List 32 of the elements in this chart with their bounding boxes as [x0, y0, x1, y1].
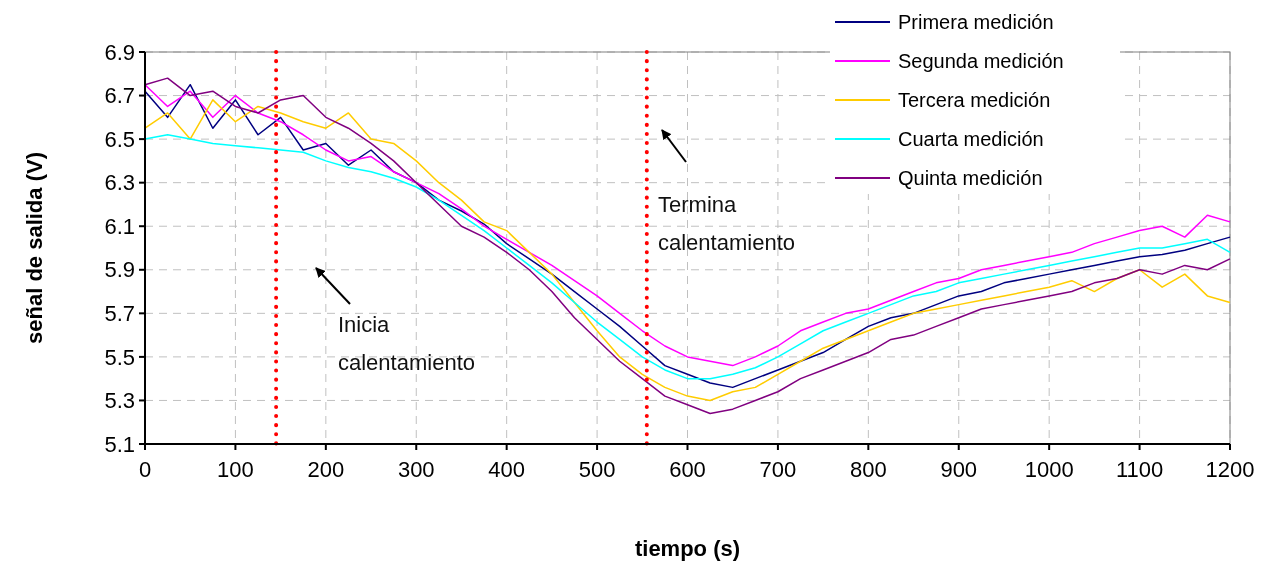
legend-label: Segunda medición — [898, 50, 1064, 72]
x-tick-label: 100 — [217, 457, 254, 482]
y-axis-title: señal de salida (V) — [22, 152, 47, 344]
x-tick-label: 700 — [759, 457, 797, 482]
y-tick-label: 6.9 — [104, 39, 135, 65]
x-tick-label: 600 — [669, 457, 706, 482]
x-tick-label: 1100 — [1115, 457, 1164, 482]
y-tick-label: 5.1 — [104, 431, 135, 457]
x-axis-title: tiempo (s) — [634, 536, 741, 561]
y-tick-label: 5.9 — [104, 257, 135, 283]
y-tick-label: 6.3 — [104, 170, 135, 196]
x-tick-label: 1200 — [1205, 457, 1255, 482]
y-tick-label: 5.5 — [104, 344, 135, 370]
annotation: Inicia calentamiento — [338, 312, 475, 375]
x-tick-label: 0 — [138, 457, 152, 482]
x-tick-label: 1000 — [1024, 457, 1074, 482]
y-tick-label: 6.7 — [104, 83, 135, 109]
y-tick-label: 5.7 — [104, 301, 135, 327]
x-tick-label: 200 — [307, 457, 345, 482]
legend-label: Cuarta medición — [898, 128, 1044, 150]
legend-label: Quinta medición — [898, 167, 1043, 189]
y-tick-label: 6.1 — [104, 213, 135, 239]
annotation: Termina calentamiento — [658, 192, 795, 255]
x-tick-label: 800 — [849, 457, 887, 482]
y-tick-label: 5.3 — [104, 388, 135, 414]
x-tick-label: 300 — [397, 457, 435, 482]
x-tick-label: 400 — [488, 457, 526, 482]
x-tick-label: 500 — [578, 457, 616, 482]
x-tick-label: 900 — [940, 457, 978, 482]
legend-label: Primera medición — [898, 11, 1054, 33]
y-tick-label: 6.5 — [104, 126, 135, 152]
legend-label: Tercera medición — [898, 89, 1051, 111]
